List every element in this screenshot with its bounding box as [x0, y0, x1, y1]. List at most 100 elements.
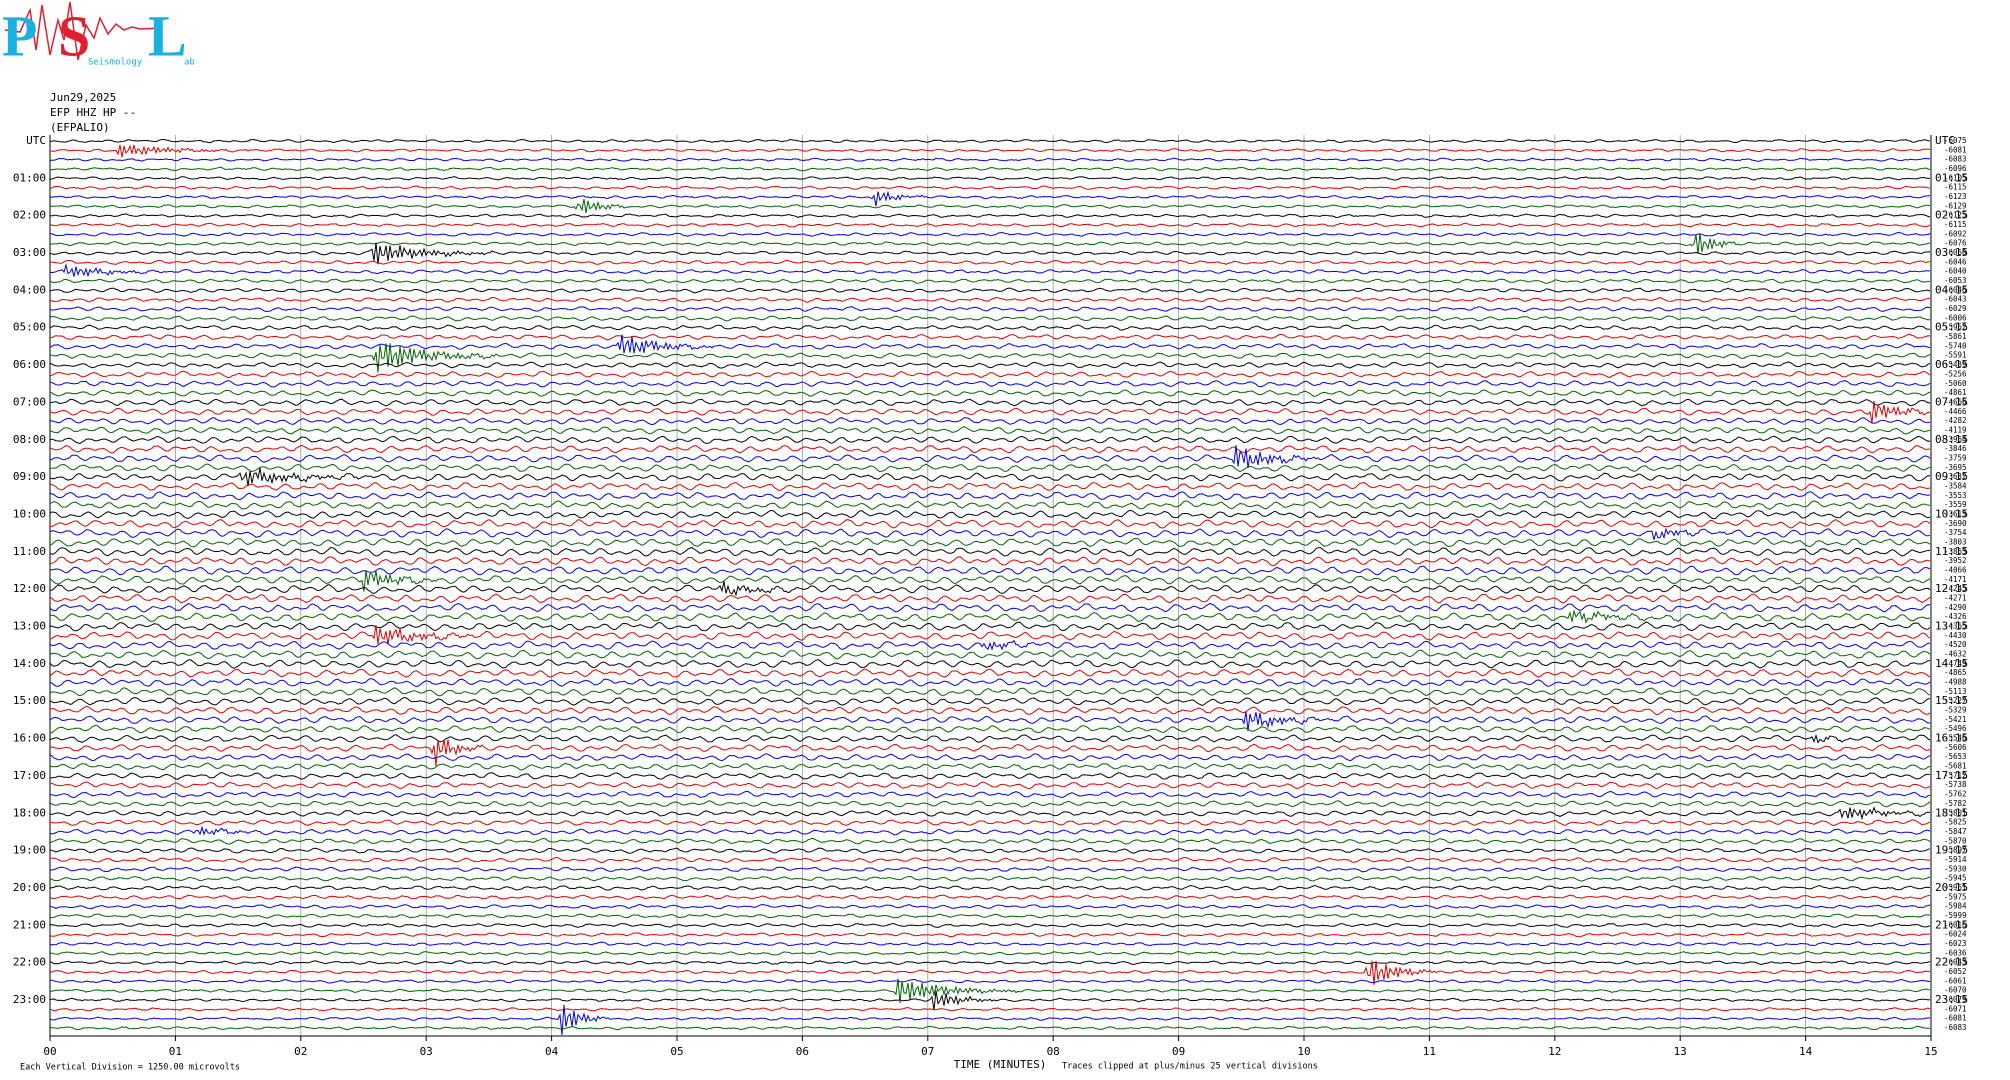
x-tick-label: 01 [169, 1045, 182, 1058]
trace-offset: -6076 [1944, 239, 1967, 248]
x-tick-label: 14 [1799, 1045, 1813, 1058]
seismic-trace [49, 222, 1931, 228]
seismic-trace [49, 527, 1931, 540]
channel: EFP HHZ HP -- [50, 106, 136, 119]
trace-offset: -5914 [1944, 855, 1967, 864]
seismic-trace [49, 806, 1931, 821]
trace-offset: -6071 [1944, 1004, 1967, 1013]
left-time-label: 03:00 [13, 246, 46, 259]
left-time-label: 16:00 [13, 732, 46, 745]
trace-offset: -6083 [1944, 1023, 1967, 1032]
trace-offset: -3759 [1944, 453, 1967, 462]
seismic-trace [49, 556, 1930, 567]
right-time-label: 18:15 [1935, 806, 1968, 819]
seismic-trace [49, 334, 1931, 354]
right-time-label: 20:15 [1935, 881, 1968, 894]
seismic-trace [49, 990, 1931, 1011]
seismic-trace [49, 370, 1931, 379]
right-time-label: 19:15 [1935, 844, 1968, 857]
trace-offset: -6036 [1944, 948, 1967, 957]
seismic-trace [49, 546, 1931, 557]
x-tick-label: 02 [294, 1045, 307, 1058]
trace-offset: -5999 [1944, 911, 1967, 920]
trace-offset: -6053 [1944, 276, 1967, 285]
trace-offset: -4466 [1944, 407, 1967, 416]
trace-offset: -6043 [1944, 295, 1967, 304]
seismic-trace [49, 242, 1931, 265]
right-time-label: 15:15 [1935, 694, 1968, 707]
right-time-label: UTC [1935, 134, 1955, 147]
trace-offset: -4282 [1944, 416, 1967, 425]
trace-offset: -6125 [1944, 211, 1967, 220]
right-time-label: 17:15 [1935, 769, 1968, 782]
seismic-trace [49, 658, 1931, 669]
trace-offset: -6061 [1944, 976, 1967, 985]
seismic-trace [49, 263, 1931, 278]
trace-offset: -6029 [1944, 304, 1967, 313]
trace-offset: -5329 [1944, 706, 1967, 715]
left-time-label: 18:00 [13, 806, 46, 819]
trace-offset: -4988 [1944, 678, 1967, 687]
seismic-trace [49, 1006, 1931, 1012]
seismic-trace [49, 800, 1931, 808]
trace-offset: -3952 [1944, 556, 1967, 565]
trace-offset: -6006 [1944, 313, 1967, 322]
seismic-trace [49, 941, 1931, 947]
seismic-trace [49, 903, 1931, 910]
right-time-label: 11:15 [1935, 545, 1968, 558]
trace-offset: -6043 [1944, 958, 1967, 967]
trace-offset: -4666 [1944, 397, 1967, 406]
seismic-trace [49, 705, 1931, 716]
right-time-label: 05:15 [1935, 321, 1968, 334]
trace-offset: -5653 [1944, 752, 1967, 761]
trace-offset: -5606 [1944, 743, 1967, 752]
trace-offset: -3695 [1944, 463, 1967, 472]
trace-offset: -6046 [1944, 285, 1967, 294]
trace-offset: -6115 [1944, 183, 1967, 192]
seismic-trace [49, 866, 1931, 873]
trace-offset: -5975 [1944, 892, 1967, 901]
trace-offset: -5439 [1944, 360, 1967, 369]
seismic-trace [49, 278, 1931, 284]
trace-offset: -6060 [1944, 248, 1967, 257]
seismic-trace [50, 481, 1931, 492]
seismic-trace [49, 932, 1931, 938]
trace-offset: -6016 [1944, 920, 1967, 929]
left-time-label: 01:00 [13, 171, 46, 184]
seismic-trace [49, 922, 1931, 928]
logo: P S L Seismology ab [2, 1, 195, 68]
trace-offset: -5738 [1944, 780, 1967, 789]
seismic-trace [49, 960, 1931, 966]
trace-offset: -4520 [1944, 640, 1967, 649]
seismic-trace [49, 361, 1931, 369]
seismic-trace [49, 602, 1931, 613]
seismic-trace [49, 819, 1931, 827]
scale-note: Each Vertical Division = 1250.00 microvo… [20, 1063, 240, 1073]
trace-offset: -6024 [1944, 930, 1967, 939]
trace-offset: -5782 [1944, 799, 1967, 808]
trace-offset: -6092 [1944, 229, 1967, 238]
left-time-label: 14:00 [13, 657, 46, 670]
logo-tail: ab [184, 58, 195, 68]
seismic-trace [49, 625, 1931, 645]
seismic-trace [49, 445, 1931, 469]
trace-offset: -6075 [1944, 136, 1967, 145]
station: (EFPALIO) [50, 121, 110, 134]
left-time-label: 23:00 [13, 993, 46, 1006]
date: Jun29,2025 [50, 91, 116, 104]
trace-offset: -4430 [1944, 631, 1967, 640]
seismic-trace [49, 138, 1931, 144]
traces [49, 138, 1931, 1035]
trace-offset: -3846 [1944, 444, 1967, 453]
right-time-label: 02:15 [1935, 209, 1968, 222]
logo-letter: P [2, 3, 37, 68]
trace-offset: -5984 [1944, 902, 1967, 911]
trace-offset: -3584 [1944, 481, 1967, 490]
trace-offset: -3863 [1944, 547, 1967, 556]
seismic-trace [49, 875, 1931, 882]
seismic-trace [49, 519, 1931, 529]
seismic-trace [49, 231, 1931, 237]
trace-offset: -5591 [1944, 351, 1967, 360]
seismic-trace [49, 781, 1931, 790]
